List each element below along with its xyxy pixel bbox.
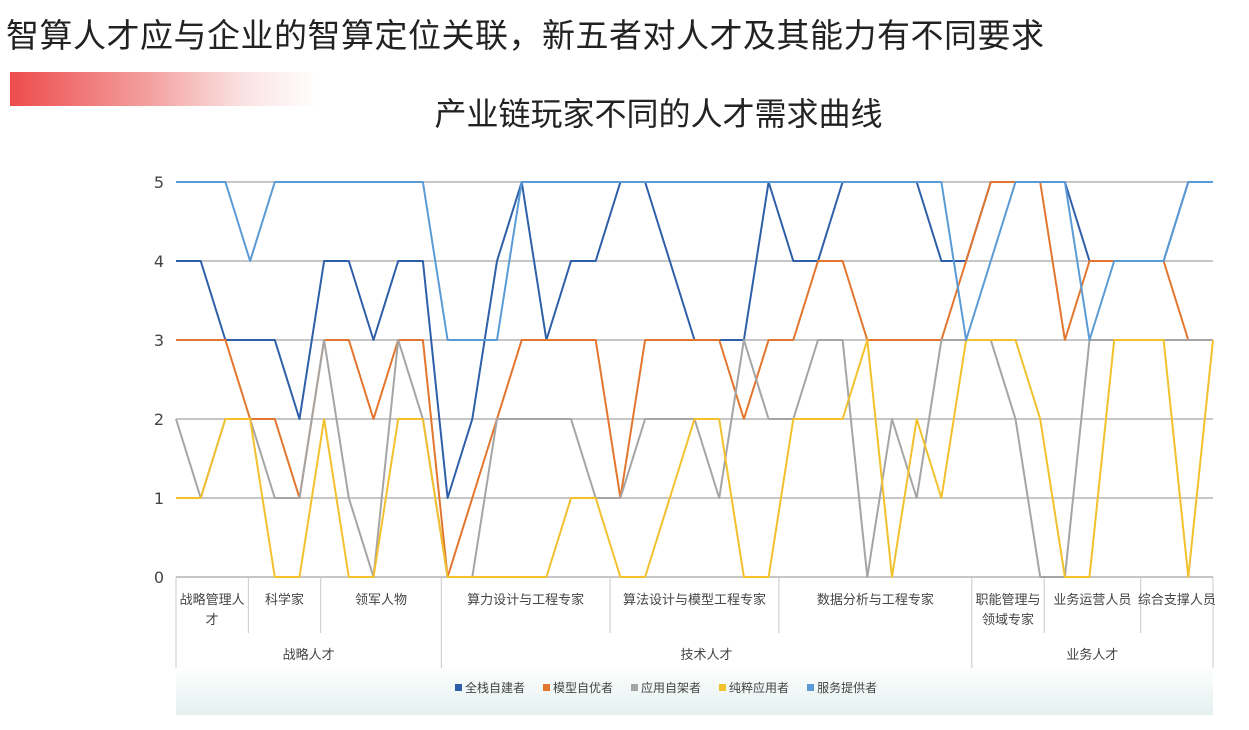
legend-item: 全栈自建者 [455, 679, 525, 696]
legend-item: 服务提供者 [807, 679, 877, 696]
legend-label: 应用自架者 [641, 681, 702, 695]
x-category-label-line: 领域专家 [982, 612, 1034, 628]
x-category-label: 职能管理与领域专家 [976, 593, 1041, 628]
series-line [175, 339, 1213, 578]
legend-swatch [719, 684, 727, 691]
legend-swatch [807, 684, 815, 691]
x-category-label-line: 才 [206, 613, 219, 628]
y-tick-label: 2 [154, 410, 164, 429]
legend: 全栈自建者 模型自优者 应用自架者 纯粹应用者 服务提供者 [455, 679, 877, 696]
x-category-label-line: 算力设计与工程专家 [467, 592, 584, 608]
legend-label: 模型自优者 [553, 681, 614, 695]
legend-item: 模型自优者 [543, 679, 613, 696]
x-group-label: 业务人才 [1066, 647, 1118, 663]
x-category-label: 算法设计与模型工程专家 [623, 592, 766, 608]
x-category-label-line: 战略管理人 [180, 592, 245, 608]
legend-swatch [543, 684, 551, 691]
legend-label: 纯粹应用者 [729, 681, 790, 695]
x-category-label-line: 领军人物 [355, 593, 407, 608]
y-tick-label: 4 [154, 252, 164, 271]
slide-title: 智算人才应与企业的智算定位关联，新五者对人才及其能力有不同要求 [6, 16, 1045, 55]
x-category-label-line: 综合支撑人员 [1138, 593, 1216, 608]
x-axis: 战略管理人才 科学家 领军人物 算力设计与工程专家 算法设计与模型工程专家 数据分析与工程… [175, 577, 1216, 668]
x-category-label: 战略管理人才 [180, 592, 245, 628]
series-line [176, 181, 1213, 578]
x-group-label: 战略人才 [283, 647, 335, 663]
legend-label: 全栈自建者 [465, 681, 526, 695]
x-category-label: 业务运营人员 [1053, 592, 1131, 608]
y-tick-label: 3 [154, 331, 164, 350]
chart-title: 产业链玩家不同的人才需求曲线 [434, 95, 883, 133]
series-line [176, 181, 1213, 341]
title-accent-bar [10, 72, 320, 106]
x-category-label-line: 数据分析与工程专家 [817, 592, 934, 608]
legend-swatch [455, 684, 462, 691]
x-category-label: 领军人物 [355, 593, 407, 608]
series-lines [175, 181, 1214, 578]
x-category-label: 算力设计与工程专家 [467, 592, 584, 608]
legend-item: 纯粹应用者 [719, 679, 789, 696]
x-category-label-line: 业务运营人员 [1053, 592, 1131, 608]
grid-lines [176, 181, 1213, 578]
y-tick-label: 5 [154, 173, 164, 192]
legend-swatch [631, 684, 639, 691]
y-tick-label: 0 [154, 568, 164, 587]
x-category-label-line: 职能管理与 [976, 593, 1041, 608]
series-line [176, 339, 1214, 578]
chart-bottom-backdrop [176, 665, 1213, 715]
legend-item: 应用自架者 [631, 679, 701, 696]
x-group-label: 技术人才 [681, 648, 733, 663]
legend-label: 服务提供者 [817, 681, 878, 695]
x-category-label: 科学家 [265, 592, 304, 608]
x-category-label-line: 科学家 [265, 592, 304, 608]
x-category-label-line: 算法设计与模型工程专家 [623, 592, 766, 608]
x-category-label: 综合支撑人员 [1138, 593, 1216, 608]
y-tick-labels: 0 1 2 3 4 5 [154, 173, 164, 587]
x-category-label: 数据分析与工程专家 [817, 592, 934, 608]
y-tick-label: 1 [154, 489, 164, 508]
